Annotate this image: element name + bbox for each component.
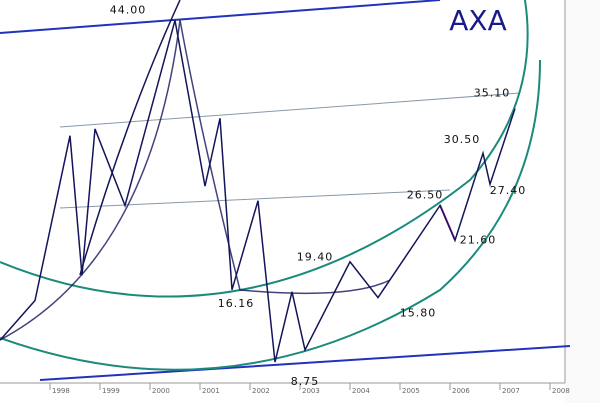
x-tick-label: 2006	[452, 387, 470, 395]
annotation: 35.10	[474, 87, 511, 100]
annotation: 8.75	[291, 375, 320, 388]
plot-area	[0, 0, 565, 383]
chart-title: AXA	[449, 4, 507, 37]
price-line	[0, 20, 516, 363]
arc	[0, 19, 391, 341]
x-tick-label: 2007	[502, 387, 520, 395]
annotation: 19.40	[297, 251, 334, 264]
annotation: 30.50	[444, 133, 481, 146]
x-tick-label: 2003	[302, 387, 320, 395]
x-tick-label: 2004	[352, 387, 370, 395]
annotation: 27.40	[490, 184, 527, 197]
right-axis-area	[565, 0, 600, 403]
x-tick-label: 2002	[252, 387, 270, 395]
channel-line	[59, 92, 521, 128]
x-tick-label: 2008	[552, 387, 570, 395]
x-tick-label: 1998	[52, 387, 70, 395]
annotation: 16.16	[218, 297, 255, 310]
arc	[0, 59, 541, 371]
annotation: 44.00	[110, 3, 147, 16]
x-tick-label: 2000	[152, 387, 170, 395]
arc	[0, 0, 529, 298]
x-tick-label: 2001	[202, 387, 220, 395]
trend-line	[0, 0, 441, 34]
x-tick-label: 1999	[102, 387, 120, 395]
annotation: 21.60	[460, 233, 497, 246]
annotation: 15.80	[400, 307, 437, 320]
arc	[79, 0, 181, 276]
annotation: 26.50	[407, 189, 444, 202]
x-tick-label: 2005	[402, 387, 420, 395]
trend-line	[39, 345, 571, 381]
